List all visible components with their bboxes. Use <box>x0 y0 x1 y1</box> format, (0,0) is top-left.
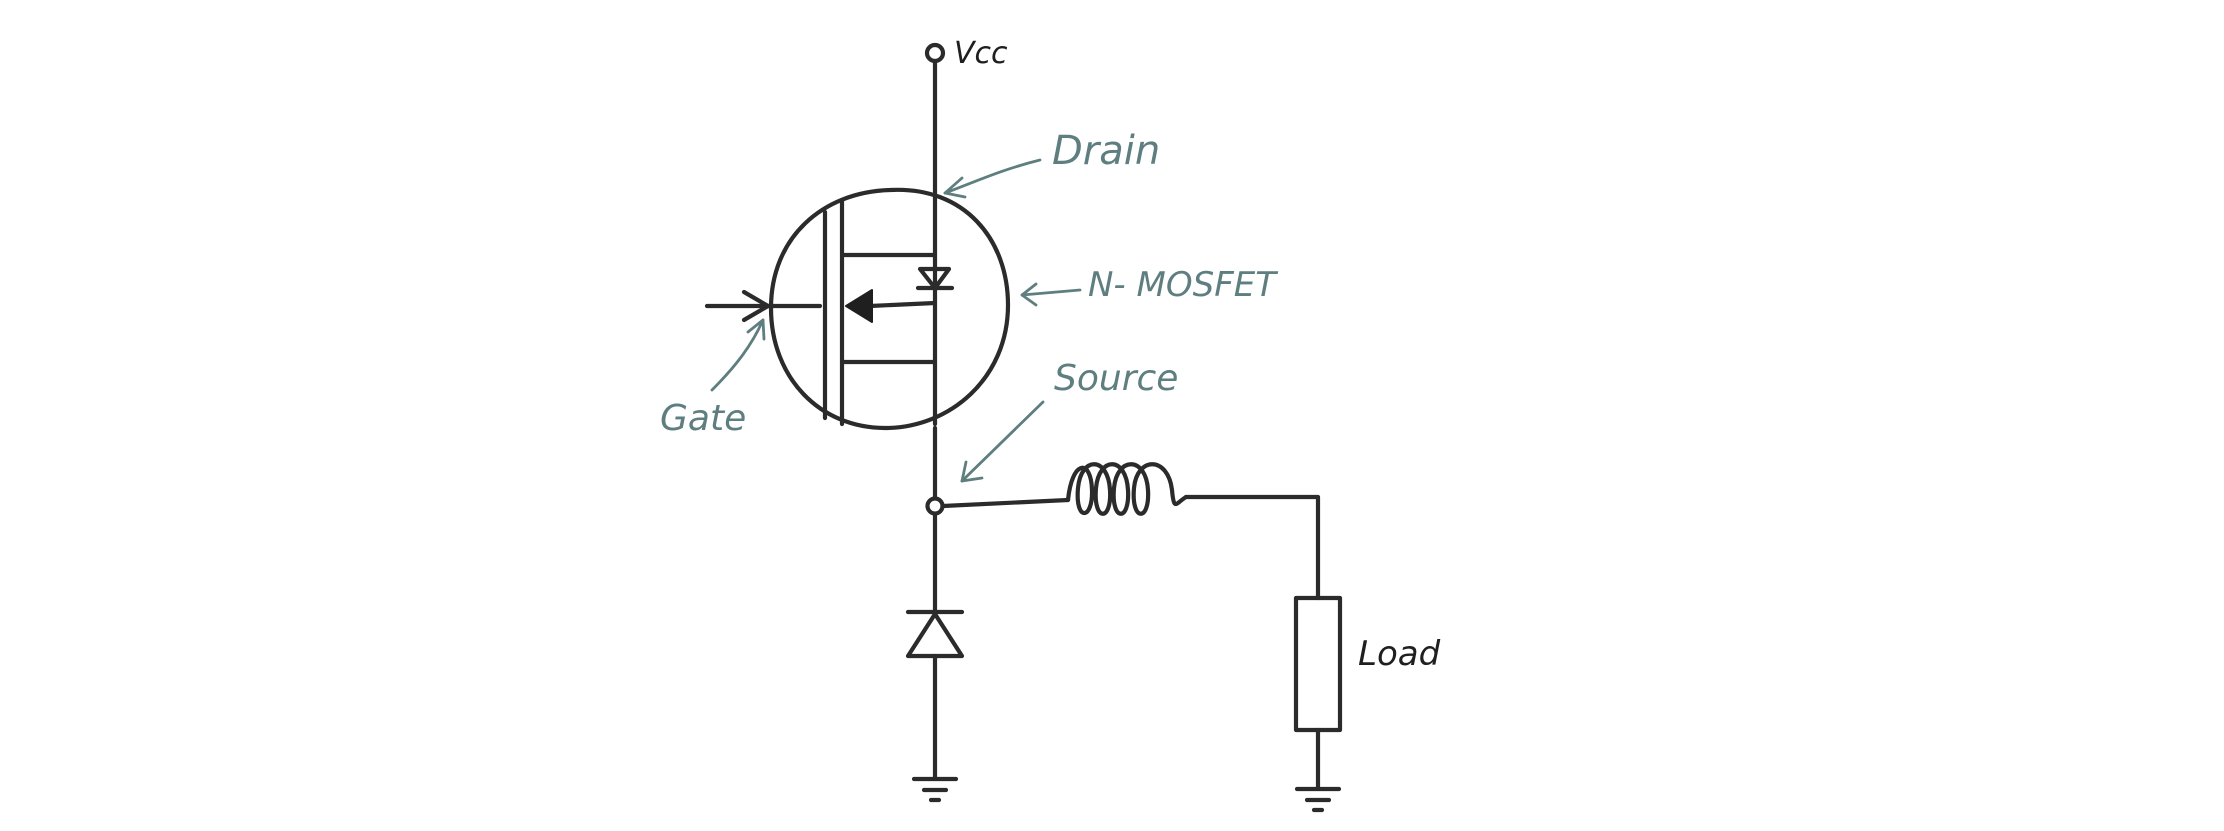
vcc-terminal: Vcc <box>924 36 1008 71</box>
load-resistor <box>1293 595 1343 733</box>
node-to-inductor-wire <box>940 497 1071 509</box>
switch-node <box>925 496 945 516</box>
drain-pointer-arrow <box>943 158 1042 199</box>
mosfet-pointer-arrow <box>1020 282 1082 307</box>
body-arrow <box>845 289 873 323</box>
mosfet-symbol <box>768 187 1011 431</box>
gate-annotation: Gate <box>660 398 746 439</box>
load-label: Load <box>1358 634 1441 674</box>
source-pointer-arrow <box>960 400 1045 483</box>
inductor-coil <box>1065 462 1189 516</box>
body-stub <box>867 300 938 309</box>
ground-symbol-left <box>911 776 959 803</box>
body-diode <box>915 266 955 291</box>
mosfet-envelope <box>768 187 1011 431</box>
gate-pointer-arrow <box>710 318 766 392</box>
drain-annotation: Drain <box>1052 128 1160 174</box>
mosfet-annotation: N- MOSFET <box>1088 265 1278 305</box>
source-annotation: Source <box>1054 358 1178 399</box>
ground-symbol-right <box>1294 786 1342 813</box>
vcc-label: Vcc <box>954 36 1008 71</box>
gate-input-arrowhead <box>741 289 771 323</box>
inductor-to-load-wire <box>1183 494 1321 601</box>
freewheel-diode <box>905 609 965 659</box>
